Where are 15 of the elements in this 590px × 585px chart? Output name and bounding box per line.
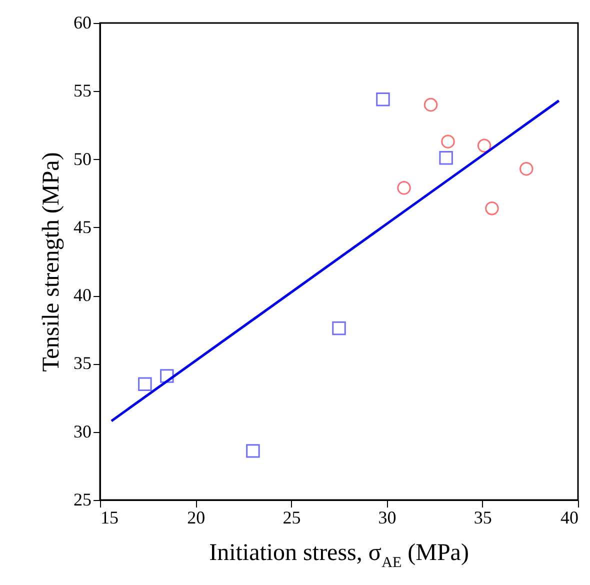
y-tick-label: 40 [74,285,92,306]
y-axis-title: Tensile strength (MPa) [38,152,64,372]
x-tick-label: 20 [187,508,206,528]
y-tick-label: 50 [74,148,92,169]
y-tick-label: 35 [74,353,92,374]
x-tick-label: 35 [474,508,492,528]
y-tick-label: 25 [74,490,92,510]
x-tick-label: 15 [100,508,118,528]
y-tick-label: 45 [74,216,92,237]
y-tick-label: 60 [74,12,92,32]
y-tick-label: 30 [74,421,92,442]
x-tick-label: 25 [282,508,301,528]
x-tick-label: 30 [378,508,396,528]
y-tick-label: 55 [74,80,92,101]
x-tick-label: 40 [560,508,578,528]
